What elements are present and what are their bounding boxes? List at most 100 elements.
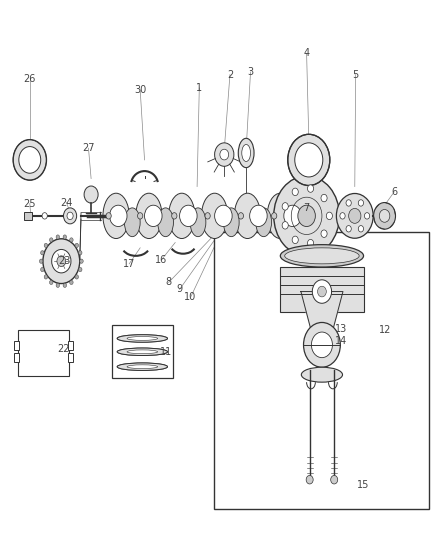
Circle shape <box>312 280 332 303</box>
Text: 3: 3 <box>247 67 254 77</box>
Circle shape <box>321 230 327 237</box>
Circle shape <box>295 143 323 177</box>
Ellipse shape <box>127 350 158 354</box>
Circle shape <box>172 213 177 219</box>
Text: 25: 25 <box>24 199 36 208</box>
Bar <box>68 353 73 362</box>
Circle shape <box>44 243 48 247</box>
Circle shape <box>56 235 60 239</box>
Ellipse shape <box>136 193 162 239</box>
Circle shape <box>215 143 234 166</box>
Ellipse shape <box>201 193 228 239</box>
Circle shape <box>106 213 111 219</box>
Ellipse shape <box>158 208 173 237</box>
Ellipse shape <box>190 208 206 237</box>
Circle shape <box>41 268 44 272</box>
Circle shape <box>272 213 277 219</box>
Circle shape <box>304 322 340 367</box>
Text: 24: 24 <box>60 198 73 207</box>
Text: 15: 15 <box>357 480 369 490</box>
Circle shape <box>238 213 244 219</box>
Circle shape <box>306 475 313 484</box>
Ellipse shape <box>127 365 158 369</box>
Ellipse shape <box>301 367 343 382</box>
Circle shape <box>63 235 67 239</box>
Circle shape <box>52 249 71 273</box>
Circle shape <box>307 185 314 192</box>
Text: 13: 13 <box>335 325 347 334</box>
Circle shape <box>292 236 298 244</box>
Circle shape <box>42 213 47 219</box>
Circle shape <box>364 213 370 219</box>
Text: 27: 27 <box>82 143 95 153</box>
Ellipse shape <box>267 193 293 239</box>
Circle shape <box>110 205 127 227</box>
Circle shape <box>274 176 339 256</box>
Circle shape <box>346 225 351 232</box>
Circle shape <box>63 283 67 287</box>
Circle shape <box>78 251 82 255</box>
Circle shape <box>282 203 288 210</box>
Circle shape <box>298 205 315 227</box>
Circle shape <box>41 251 44 255</box>
Circle shape <box>13 140 46 180</box>
Circle shape <box>49 280 53 285</box>
Text: 30: 30 <box>134 85 146 94</box>
Circle shape <box>215 205 232 227</box>
Text: 5: 5 <box>353 70 359 79</box>
Bar <box>14 341 19 350</box>
Ellipse shape <box>117 335 167 342</box>
Text: 14: 14 <box>335 336 347 346</box>
Text: 8: 8 <box>166 278 172 287</box>
Circle shape <box>70 280 73 285</box>
Circle shape <box>307 239 314 247</box>
Text: 22: 22 <box>57 344 70 354</box>
Text: 16: 16 <box>155 255 167 265</box>
Circle shape <box>180 205 197 227</box>
Circle shape <box>321 195 327 202</box>
Text: 1: 1 <box>196 83 202 93</box>
Bar <box>18 330 69 376</box>
Circle shape <box>326 212 332 220</box>
Text: 26: 26 <box>24 74 36 84</box>
Bar <box>14 353 19 362</box>
Ellipse shape <box>234 193 261 239</box>
Circle shape <box>75 275 78 279</box>
Circle shape <box>250 205 267 227</box>
Ellipse shape <box>117 363 167 370</box>
Circle shape <box>70 238 73 242</box>
Circle shape <box>64 208 77 224</box>
Ellipse shape <box>238 138 254 168</box>
Circle shape <box>78 268 82 272</box>
Circle shape <box>80 259 83 263</box>
Circle shape <box>288 134 330 185</box>
Circle shape <box>340 213 345 219</box>
Circle shape <box>292 188 298 196</box>
Circle shape <box>57 256 66 266</box>
Text: 12: 12 <box>379 326 392 335</box>
Ellipse shape <box>117 348 167 356</box>
Circle shape <box>205 213 210 219</box>
Circle shape <box>220 149 229 160</box>
Circle shape <box>379 209 390 222</box>
Circle shape <box>67 212 73 220</box>
Ellipse shape <box>169 193 195 239</box>
Ellipse shape <box>285 248 359 264</box>
Circle shape <box>349 208 361 223</box>
Ellipse shape <box>124 208 140 237</box>
Circle shape <box>331 475 338 484</box>
Ellipse shape <box>223 208 239 237</box>
Text: 2: 2 <box>227 70 233 79</box>
Circle shape <box>39 259 43 263</box>
Text: 6: 6 <box>391 187 397 197</box>
Ellipse shape <box>103 193 129 239</box>
Circle shape <box>49 238 53 242</box>
Bar <box>68 341 73 350</box>
Bar <box>112 325 173 378</box>
Bar <box>24 212 32 220</box>
Bar <box>214 232 429 509</box>
Circle shape <box>284 205 301 227</box>
Text: 17: 17 <box>123 259 135 269</box>
Circle shape <box>138 213 143 219</box>
Circle shape <box>56 283 60 287</box>
